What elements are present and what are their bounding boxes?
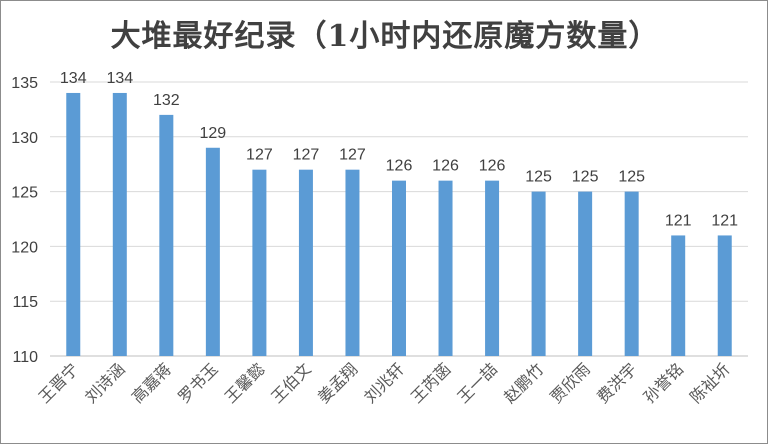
data-label: 134: [60, 70, 87, 87]
x-axis-labels: 王晋宁 刘诗涵 高嘉蒋 罗书玉 王馨懿 王伯文 姜孟翔 刘兆轩 王芮菡 王一喆 赵鹏竹 贾欣雨 费洪宇孙…: [35, 359, 734, 406]
bar: [298, 169, 313, 356]
x-tick-label: 王晋宁: [35, 359, 82, 406]
y-tick-label: 125: [11, 185, 38, 202]
data-label: 126: [479, 158, 506, 175]
bar: [345, 169, 360, 356]
x-tick-label: 高嘉蒋: [128, 359, 175, 406]
data-label: 134: [106, 70, 133, 87]
bar: [531, 191, 546, 356]
y-tick-label: 115: [12, 294, 38, 311]
y-tick-label: 110: [12, 349, 38, 366]
x-tick-label: 贾欣雨: [547, 359, 594, 406]
y-axis-ticks: 110 115 120 125 130 135: [11, 75, 38, 366]
bar: [485, 180, 500, 356]
data-label: 126: [432, 158, 459, 175]
x-tick-label: 姜孟翔: [314, 359, 361, 406]
x-tick-label: 王一喆: [454, 359, 501, 406]
x-tick-label: 王馨懿: [221, 359, 268, 406]
x-tick-label: 孙誉铭: [640, 359, 687, 406]
y-tick-label: 135: [11, 75, 38, 92]
y-tick-label: 120: [11, 239, 38, 256]
x-tick-label: 王伯文: [267, 359, 314, 406]
data-label: 132: [153, 92, 180, 109]
x-tick-label: 罗书玉: [174, 359, 221, 406]
bar: [671, 235, 686, 356]
x-tick-label: 王芮菡: [407, 359, 454, 406]
data-label: 127: [339, 147, 366, 164]
data-label: 121: [665, 212, 692, 229]
bar: [392, 180, 406, 356]
x-tick-label: 陈祉圻: [686, 359, 733, 406]
bar: [624, 191, 639, 356]
data-label: 129: [200, 125, 227, 142]
bar: [252, 169, 267, 356]
x-tick-label: 费洪宇: [593, 359, 640, 406]
data-label: 127: [246, 147, 273, 164]
data-label: 125: [525, 169, 552, 186]
x-tick-label: 刘诗涵: [81, 359, 128, 406]
bar: [205, 147, 220, 356]
data-label: 127: [293, 147, 320, 164]
bar: [66, 92, 81, 357]
bar: [159, 114, 174, 356]
x-tick-label: 刘兆轩: [360, 359, 407, 406]
data-labels: 134 134 132 129 127 127 127 126 126 126 125 125 125 1…: [60, 70, 738, 229]
y-tick-label: 130: [11, 130, 38, 147]
data-label: 125: [618, 169, 645, 186]
data-label: 121: [711, 212, 738, 229]
x-tick-label: 赵鹏竹: [500, 359, 547, 406]
bar: [578, 191, 593, 356]
chart-title: 大堆最好纪录（1小时内还原魔方数量）: [110, 19, 660, 54]
bars: [66, 92, 732, 357]
bar: [717, 235, 732, 356]
bar: [438, 180, 453, 356]
data-label: 125: [572, 169, 599, 186]
bar: [112, 92, 127, 357]
data-label: 126: [386, 158, 413, 175]
